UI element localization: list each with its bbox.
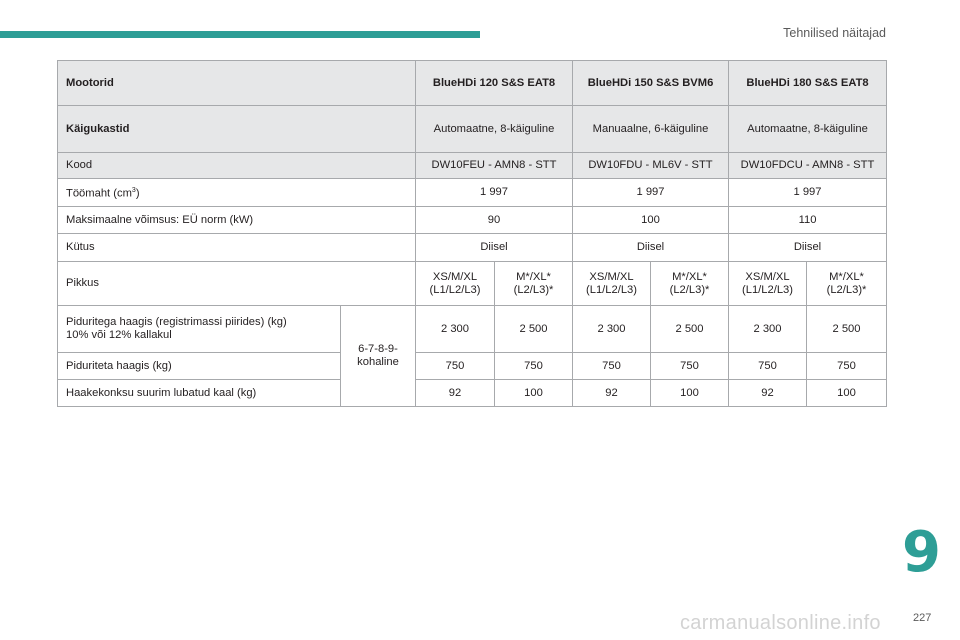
braked-trailer-cell: 2 300 [572,305,651,353]
table-row: Haakekonksu suurim lubatud kaal (kg) 92 … [57,379,887,407]
displacement-label-sup: 3 [131,187,136,195]
unbraked-trailer-cell: 750 [806,352,887,380]
fuel-cell: Diisel [415,233,573,262]
chapter-number: 9 [902,520,941,585]
length-cell: XS/M/XL (L1/L2/L3) [415,261,495,306]
towball-load-cell: 92 [415,379,495,407]
displacement-label: Töömaht (cm3) [57,178,416,207]
code-cell: DW10FDU - ML6V - STT [572,152,729,179]
fuel-cell: Diisel [572,233,729,262]
length-cell: M*/XL* (L2/L3)* [494,261,573,306]
table-row: Käigukastid Automaatne, 8-käiguline Manu… [57,105,887,153]
towball-load-cell: 100 [806,379,887,407]
length-cell: XS/M/XL (L1/L2/L3) [728,261,807,306]
braked-trailer-cell: 2 300 [728,305,807,353]
table-row: Pikkus XS/M/XL (L1/L2/L3) M*/XL* (L2/L3)… [57,261,887,306]
braked-trailer-cell: 2 300 [415,305,495,353]
braked-trailer-cell: 2 500 [806,305,887,353]
unbraked-trailer-cell: 750 [572,352,651,380]
towball-load-cell: 92 [572,379,651,407]
displacement-cell: 1 997 [415,178,573,207]
unbraked-trailer-cell: 750 [728,352,807,380]
gearbox-cell: Automaatne, 8-käiguline [415,105,573,153]
table-row: Maksimaalne võimsus: EÜ norm (kW) 90 100… [57,206,887,234]
displacement-cell: 1 997 [728,178,887,207]
unbraked-trailer-cell: 750 [415,352,495,380]
table-row: Piduritega haagis (registrimassi piiride… [57,305,887,407]
fuel-cell: Diisel [728,233,887,262]
technical-specs-table: Mootorid BlueHDi 120 S&S EAT8 BlueHDi 15… [57,60,887,407]
engine-cell: BlueHDi 150 S&S BVM6 [572,60,729,106]
section-title: Tehnilised näitajad [783,26,886,40]
power-cell: 90 [415,206,573,234]
displacement-label-text: Töömaht (cm [66,187,132,200]
gearbox-cell: Manuaalne, 6-käiguline [572,105,729,153]
fuel-label: Kütus [57,233,416,262]
section-accent-bar [0,31,480,38]
engine-cell: BlueHDi 120 S&S EAT8 [415,60,573,106]
gearbox-label: Käigukastid [57,105,416,153]
table-row: Kood DW10FEU - AMN8 - STT DW10FDU - ML6V… [57,152,887,179]
towball-load-label: Haakekonksu suurim lubatud kaal (kg) [57,379,341,407]
towball-load-cell: 100 [650,379,729,407]
towball-load-cell: 100 [494,379,573,407]
table-row: Mootorid BlueHDi 120 S&S EAT8 BlueHDi 15… [57,60,887,106]
engine-label: Mootorid [57,60,416,106]
displacement-label-end: ) [135,187,140,200]
code-label: Kood [57,152,416,179]
length-cell: M*/XL* (L2/L3)* [806,261,887,306]
braked-trailer-cell: 2 500 [650,305,729,353]
length-cell: XS/M/XL (L1/L2/L3) [572,261,651,306]
power-label: Maksimaalne võimsus: EÜ norm (kW) [57,206,416,234]
power-cell: 110 [728,206,887,234]
table-row: Kütus Diisel Diisel Diisel [57,233,887,262]
unbraked-trailer-cell: 750 [650,352,729,380]
page-number: 227 [913,612,932,624]
power-cell: 100 [572,206,729,234]
braked-trailer-cell: 2 500 [494,305,573,353]
table-row: Töömaht (cm3) 1 997 1 997 1 997 [57,178,887,207]
code-cell: DW10FDCU - AMN8 - STT [728,152,887,179]
length-label: Pikkus [57,261,416,306]
watermark: carmanualsonline.info [680,612,881,634]
braked-trailer-label: Piduritega haagis (registrimassi piiride… [57,305,341,353]
unbraked-trailer-cell: 750 [494,352,573,380]
unbraked-trailer-label: Piduriteta haagis (kg) [57,352,341,380]
code-cell: DW10FEU - AMN8 - STT [415,152,573,179]
gearbox-cell: Automaatne, 8-käiguline [728,105,887,153]
table-row: Piduriteta haagis (kg) 750 750 750 750 7… [57,352,887,380]
seat-configuration-note: 6-7-8-9- kohaline [340,305,416,407]
towball-load-cell: 92 [728,379,807,407]
length-cell: M*/XL* (L2/L3)* [650,261,729,306]
engine-cell: BlueHDi 180 S&S EAT8 [728,60,887,106]
displacement-cell: 1 997 [572,178,729,207]
